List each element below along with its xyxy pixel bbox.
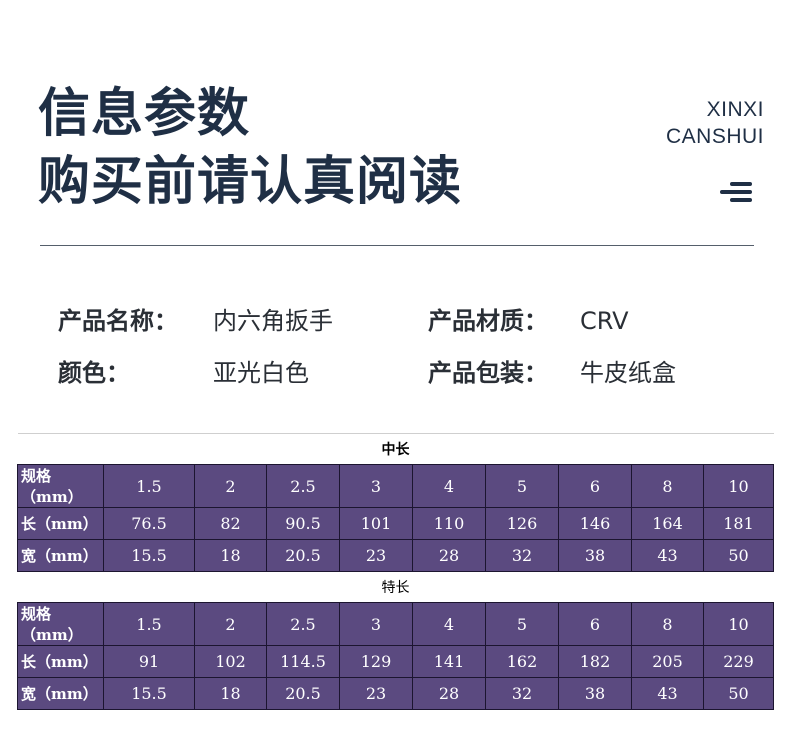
table-row: 长（mm） 76.5 82 90.5 101 110 126 146 164 1… — [17, 507, 775, 540]
page-title: 信息参数 — [38, 84, 251, 144]
table-cell: 20.5 — [266, 677, 340, 710]
table-cell: 38 — [558, 677, 632, 710]
table-cell: 6 — [558, 464, 632, 508]
table-cell: 18 — [194, 539, 267, 572]
table-cell: 181 — [703, 507, 775, 540]
material-value: CRV — [580, 307, 629, 335]
table-cell: 114.5 — [266, 645, 340, 678]
row-header: 规格（mm） — [17, 464, 104, 508]
color-value: 亚光白色 — [213, 359, 309, 387]
table-cell: 90.5 — [266, 507, 340, 540]
table-cell: 8 — [631, 602, 704, 646]
table-cell: 28 — [412, 677, 486, 710]
table-row: 宽（mm） 15.5 18 20.5 23 28 32 38 43 50 — [17, 677, 775, 710]
row-header: 宽（mm） — [17, 539, 104, 572]
page-subtitle: 购买前请认真阅读 — [38, 152, 463, 212]
table-cell: 205 — [631, 645, 704, 678]
row-header: 规格（mm） — [17, 602, 104, 646]
table-row: 长（mm） 91 102 114.5 129 141 162 182 205 2… — [17, 645, 775, 678]
table-cell: 162 — [485, 645, 559, 678]
table-cell: 1.5 — [103, 464, 195, 508]
package-value: 牛皮纸盒 — [580, 359, 676, 387]
table-cell: 110 — [412, 507, 486, 540]
english-title-line2: CANSHUI — [665, 125, 764, 148]
table-cell: 2.5 — [266, 464, 340, 508]
table-cell: 1.5 — [103, 602, 195, 646]
table-cell: 101 — [339, 507, 413, 540]
table-cell: 6 — [558, 602, 632, 646]
table-cell: 126 — [485, 507, 559, 540]
row-header: 长（mm） — [17, 507, 104, 540]
table-cell: 38 — [558, 539, 632, 572]
table-cell: 50 — [703, 677, 775, 710]
table-cell: 50 — [703, 539, 775, 572]
row-header: 宽（mm） — [17, 677, 104, 710]
table-cell: 2.5 — [266, 602, 340, 646]
table-cell: 43 — [631, 539, 704, 572]
table-cell: 2 — [194, 602, 267, 646]
table-cell: 141 — [412, 645, 486, 678]
table-cell: 10 — [703, 464, 775, 508]
table-cell: 182 — [558, 645, 632, 678]
table-cell: 28 — [412, 539, 486, 572]
table-cell: 32 — [485, 539, 559, 572]
table-cell: 146 — [558, 507, 632, 540]
table-cell: 15.5 — [103, 677, 195, 710]
table-cell: 2 — [194, 464, 267, 508]
spec-table: 中长 规格（mm） 1.5 2 2.5 3 4 5 6 8 10 长（mm） 7… — [17, 433, 775, 710]
table-cell: 3 — [339, 464, 413, 508]
table-cell: 76.5 — [103, 507, 195, 540]
table-cell: 5 — [485, 464, 559, 508]
table-row: 宽（mm） 15.5 18 20.5 23 28 32 38 43 50 — [17, 539, 775, 572]
table-cell: 102 — [194, 645, 267, 678]
table-caption-medium: 中长 — [17, 433, 774, 465]
product-name-label: 产品名称： — [58, 307, 178, 335]
table-row: 规格（mm） 1.5 2 2.5 3 4 5 6 8 10 — [17, 602, 775, 646]
table-cell: 91 — [103, 645, 195, 678]
table-cell: 23 — [339, 677, 413, 710]
table-cell: 4 — [412, 602, 486, 646]
table-cell: 10 — [703, 602, 775, 646]
menu-lines-icon — [720, 182, 752, 202]
table-cell: 15.5 — [103, 539, 195, 572]
spec-tables: 中长 规格（mm） 1.5 2 2.5 3 4 5 6 8 10 长（mm） 7… — [17, 433, 775, 710]
table-cell: 18 — [194, 677, 267, 710]
table-cell: 82 — [194, 507, 267, 540]
table-cell: 23 — [339, 539, 413, 572]
package-label: 产品包装： — [428, 359, 548, 387]
table-row: 规格（mm） 1.5 2 2.5 3 4 5 6 8 10 — [17, 464, 775, 508]
header-divider — [40, 245, 754, 246]
table-cell: 4 — [412, 464, 486, 508]
english-title-line1: XINXI — [706, 98, 764, 121]
table-cell: 20.5 — [266, 539, 340, 572]
table-caption-extra-long: 特长 — [17, 571, 774, 603]
product-name-value: 内六角扳手 — [213, 307, 333, 335]
table-cell: 229 — [703, 645, 775, 678]
table-cell: 5 — [485, 602, 559, 646]
color-label: 颜色： — [58, 359, 130, 387]
row-header: 长（mm） — [17, 645, 104, 678]
table-cell: 129 — [339, 645, 413, 678]
material-label: 产品材质： — [428, 307, 548, 335]
table-cell: 164 — [631, 507, 704, 540]
table-cell: 43 — [631, 677, 704, 710]
table-cell: 3 — [339, 602, 413, 646]
table-cell: 32 — [485, 677, 559, 710]
table-cell: 8 — [631, 464, 704, 508]
